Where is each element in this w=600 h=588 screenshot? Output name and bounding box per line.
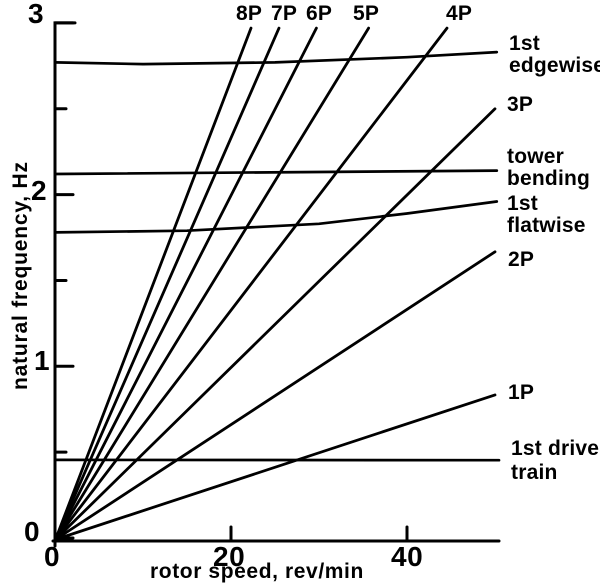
per-rev-line-2P: [54, 250, 497, 541]
mode-line-1st-flatwise: [53, 200, 499, 234]
per-rev-label-8p: 8P: [236, 2, 263, 25]
per-rev-line-6P: [54, 26, 318, 541]
x-axis-title: rotor speed, rev/min: [150, 560, 364, 583]
y-tick-label-0: 0: [24, 516, 41, 547]
x-tick-label-20: 20: [213, 541, 246, 572]
y-axis-title: natural frequency, Hz: [9, 161, 32, 390]
per-rev-line-1P: [54, 393, 497, 541]
y-axis-line: [53, 21, 77, 548]
y-tick-label-2: 2: [31, 175, 48, 206]
per-rev-label-7p: 7P: [271, 2, 298, 25]
mode-line-1st-edgewise: [53, 50, 499, 66]
y-tick-label-3: 3: [28, 0, 45, 29]
per-rev-label-4p: 4P: [446, 2, 473, 25]
per-rev-line-7P: [54, 26, 281, 541]
mode-line-tower-bending: [53, 169, 499, 176]
mode-label-tower-bending: tower bending: [507, 145, 591, 190]
mode-label-1st-edgewise: 1st edgewise: [509, 32, 600, 77]
x-tick-label-0: 0: [44, 541, 61, 572]
per-rev-label-6p: 6P: [306, 2, 333, 25]
per-rev-label-2p: 2P: [508, 248, 535, 271]
per-rev-line-8P: [54, 26, 253, 541]
per-rev-label-1p: 1P: [508, 381, 535, 404]
mode-label-1st-flatwise: 1st flatwise: [507, 192, 586, 237]
per-rev-line-3P: [54, 107, 497, 541]
mode-label-1st-drive-train: 1st drive train: [511, 437, 600, 484]
per-rev-label-3p: 3P: [507, 93, 534, 116]
per-rev-line-4P: [54, 26, 449, 541]
x-tick-label-40: 40: [391, 541, 424, 572]
per-rev-line-5P: [54, 26, 371, 541]
per-rev-label-5p: 5P: [353, 2, 380, 25]
y-tick-label-1: 1: [34, 345, 51, 376]
